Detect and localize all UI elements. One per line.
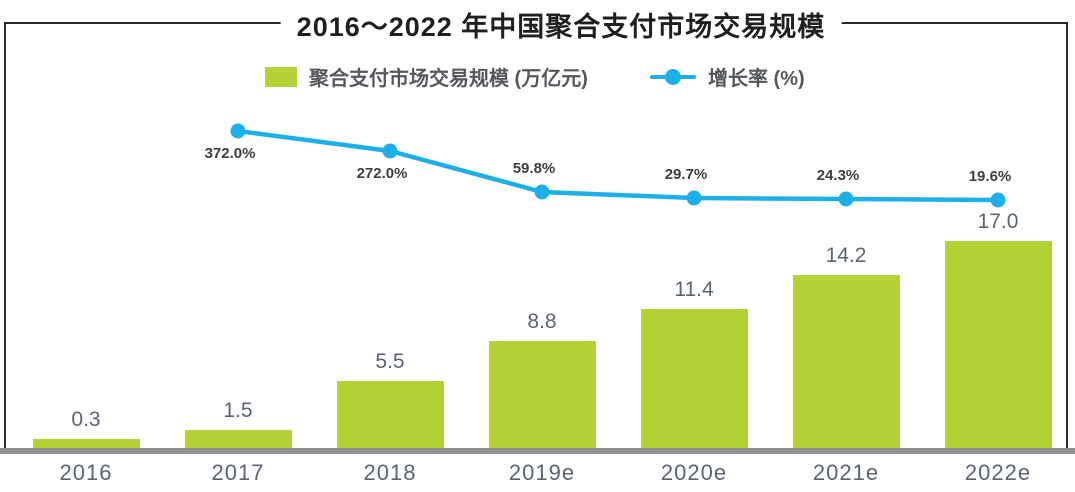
bar-value-label: 0.3 (71, 408, 101, 431)
chart-title: 2016～2022 年中国聚合支付市场交易规模 (280, 5, 842, 44)
x-axis-label: 2020e (660, 460, 728, 485)
legend-item-bar-series: 聚合支付市场交易规模 (万亿元) (265, 62, 588, 91)
bar-value-label: 14.2 (825, 244, 867, 267)
bar (184, 430, 292, 448)
x-axis-label: 2019e (508, 460, 576, 485)
bar (944, 241, 1052, 448)
bar (488, 341, 596, 448)
growth-rate-label: 272.0% (356, 165, 408, 182)
bar (336, 381, 444, 448)
legend-item-line-series: 增长率 (%) (650, 62, 805, 91)
growth-rate-label: 24.3% (816, 167, 860, 184)
x-axis-label: 2018 (363, 460, 417, 485)
growth-rate-label: 29.7% (664, 166, 708, 183)
bar-value-label: 1.5 (223, 399, 253, 422)
x-axis-label: 2022e (964, 460, 1032, 485)
growth-rate-label: 59.8% (512, 160, 556, 177)
x-axis-label: 2021e (812, 460, 880, 485)
line-series-dot-icon (665, 68, 681, 85)
bar (640, 309, 748, 448)
bar (32, 439, 140, 448)
growth-rate-label: 19.6% (968, 168, 1012, 185)
bar-series-swatch-icon (265, 66, 297, 87)
legend-bar-label: 聚合支付市场交易规模 (万亿元) (309, 68, 588, 90)
bar-value-label: 11.4 (674, 278, 714, 301)
growth-rate-label: 372.0% (204, 145, 256, 162)
x-axis-label: 2016 (59, 460, 113, 485)
legend-line-label: 增长率 (%) (708, 68, 805, 90)
bar (792, 275, 900, 448)
bar-value-label: 17.0 (977, 210, 1019, 233)
x-axis-line (0, 448, 1075, 454)
bar-value-label: 5.5 (375, 350, 405, 373)
line-series-marker-icon (650, 68, 696, 85)
bar-value-label: 8.8 (527, 310, 557, 333)
x-axis-label: 2017 (211, 460, 265, 485)
